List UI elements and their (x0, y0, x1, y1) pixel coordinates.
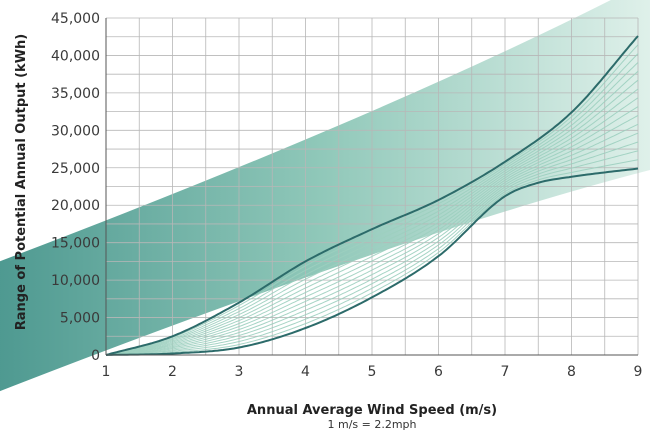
band-line (105, 97, 639, 356)
x-tick-label: 4 (301, 364, 310, 380)
band-line (105, 106, 639, 356)
band-line (105, 79, 639, 356)
x-tick-label: 1 (102, 364, 111, 380)
background-swoosh (0, 0, 650, 392)
x-axis-note: 1 m/s = 2.2mph (327, 418, 416, 431)
x-tick-label: 2 (168, 364, 177, 380)
envelope-lines (105, 35, 639, 356)
upper-envelope-line (105, 35, 639, 356)
band-line (105, 88, 639, 356)
y-tick-label: 45,000 (51, 11, 100, 27)
band-line (105, 44, 639, 356)
axes (105, 18, 638, 356)
y-axis-title: Range of Potential Annual Output (kWh) (14, 34, 29, 331)
x-tick-label: 6 (434, 364, 443, 380)
y-tick-label: 25,000 (51, 161, 100, 177)
x-tick-label: 3 (235, 364, 244, 380)
band-line (105, 115, 639, 356)
x-tick-label: 9 (634, 364, 643, 380)
x-tick-label: 8 (567, 364, 576, 380)
band-lines (105, 44, 639, 356)
x-tick-labels: 1 2 3 4 5 6 7 8 9 (102, 364, 643, 380)
band-line (105, 70, 639, 356)
band-line (105, 123, 639, 356)
band-line (105, 53, 639, 356)
y-tick-label: 15,000 (51, 236, 100, 252)
band-line (105, 141, 639, 356)
band-line (105, 132, 639, 356)
x-tick-label: 7 (501, 364, 510, 380)
x-tick-label: 5 (368, 364, 377, 380)
y-tick-label: 35,000 (51, 86, 100, 102)
y-tick-label: 0 (91, 348, 100, 364)
y-tick-labels: 0 5,000 10,000 15,000 20,000 25,000 30,000 35,0… (51, 11, 100, 364)
y-tick-label: 40,000 (51, 48, 100, 64)
lower-envelope-line (105, 167, 639, 356)
y-tick-label: 30,000 (51, 123, 100, 139)
y-tick-label: 5,000 (60, 311, 100, 327)
band-line (105, 62, 639, 356)
y-tick-label: 20,000 (51, 198, 100, 214)
x-axis-title: Annual Average Wind Speed (m/s) (247, 403, 497, 418)
band-line (105, 150, 639, 356)
y-tick-label: 10,000 (51, 273, 100, 289)
band-line (105, 159, 639, 356)
